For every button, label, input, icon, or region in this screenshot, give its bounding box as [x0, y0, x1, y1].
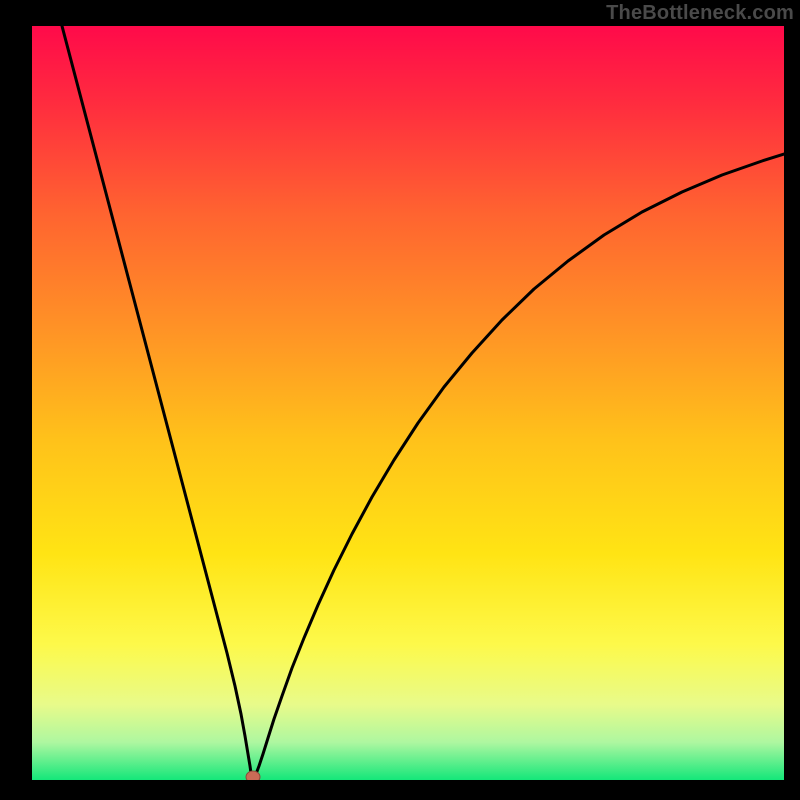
curve-layer — [32, 26, 784, 780]
minimum-marker — [246, 771, 260, 780]
frame-bottom — [0, 780, 800, 800]
frame-left — [0, 0, 32, 800]
watermark-text: TheBottleneck.com — [606, 2, 794, 25]
bottleneck-curve — [62, 26, 784, 778]
plot-area — [32, 26, 784, 780]
frame-right — [784, 0, 800, 800]
